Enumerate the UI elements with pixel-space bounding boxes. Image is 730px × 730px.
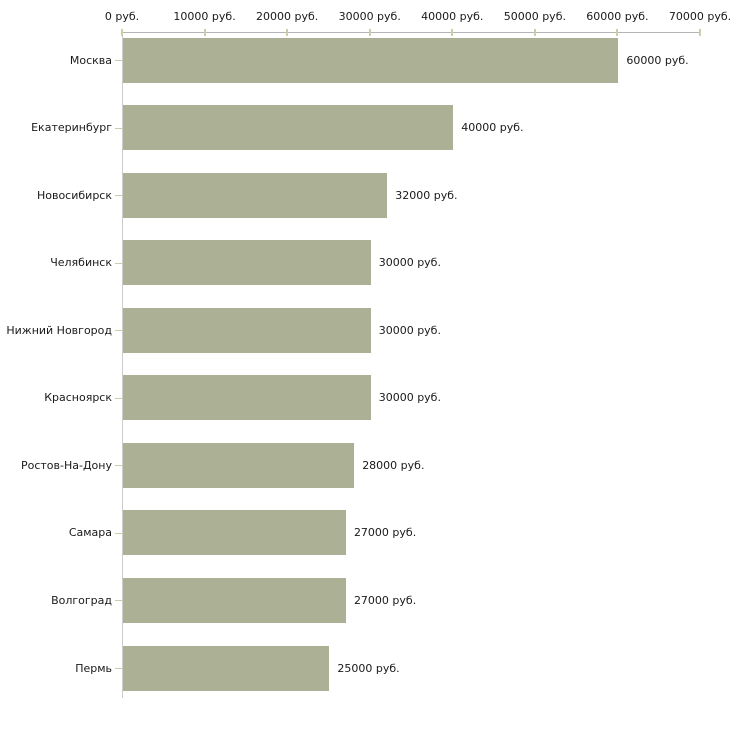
bar-row: Пермь 25000 руб. bbox=[0, 645, 730, 691]
value-label: 40000 руб. bbox=[461, 121, 524, 135]
bar-row: Ростов-На-Дону 28000 руб. bbox=[0, 442, 730, 488]
category-label: Екатеринбург bbox=[31, 121, 112, 135]
x-axis-tick bbox=[368, 29, 371, 36]
bar-row: Самара 27000 руб. bbox=[0, 510, 730, 556]
category-tick bbox=[115, 532, 122, 534]
value-label: 30000 руб. bbox=[378, 391, 441, 405]
value-label: 30000 руб. bbox=[378, 256, 441, 270]
category-label: Волгоград bbox=[51, 593, 112, 607]
x-axis-tick bbox=[121, 29, 123, 36]
category-label: Ростов-На-Дону bbox=[20, 458, 112, 472]
x-axis-line bbox=[122, 32, 700, 33]
x-axis-tick-label: 20000 руб. bbox=[256, 10, 319, 23]
bar-3 bbox=[123, 172, 388, 218]
value-label: 30000 руб. bbox=[378, 323, 441, 337]
x-axis-tick-label: 10000 руб. bbox=[173, 10, 236, 23]
value-label: 32000 руб. bbox=[395, 188, 458, 202]
category-tick bbox=[115, 397, 122, 399]
value-label: 27000 руб. bbox=[353, 526, 417, 540]
category-tick bbox=[115, 668, 122, 670]
x-axis-tick-label: 50000 руб. bbox=[503, 10, 566, 23]
category-label: Самара bbox=[68, 526, 112, 540]
bar-row: Екатеринбург 40000 руб. bbox=[0, 105, 730, 151]
bar-row: Волгоград 27000 руб. bbox=[0, 577, 730, 623]
bar-5 bbox=[123, 307, 371, 353]
x-axis-tick bbox=[451, 29, 454, 36]
x-axis-tick bbox=[533, 29, 536, 36]
y-axis-line bbox=[122, 32, 123, 698]
bar-6 bbox=[123, 375, 371, 421]
value-label: 28000 руб. bbox=[362, 458, 425, 472]
bar-row: Нижний Новгород 30000 руб. bbox=[0, 307, 730, 353]
bar-1 bbox=[123, 37, 619, 83]
bar-10 bbox=[123, 645, 330, 691]
category-label: Москва bbox=[69, 53, 112, 67]
category-tick bbox=[115, 195, 122, 197]
value-label: 27000 руб. bbox=[353, 593, 417, 607]
category-label: Нижний Новгород bbox=[6, 323, 112, 337]
category-tick bbox=[115, 600, 122, 602]
bar-2 bbox=[123, 105, 454, 151]
bar-row: Челябинск 30000 руб. bbox=[0, 240, 730, 286]
category-tick bbox=[115, 60, 122, 61]
x-axis-tick bbox=[616, 29, 619, 36]
bar-row: Новосибирск 32000 руб. bbox=[0, 172, 730, 218]
value-label: 25000 руб. bbox=[337, 661, 400, 675]
category-label: Новосибирск bbox=[36, 188, 112, 202]
bar-9 bbox=[123, 577, 346, 623]
x-axis-tick bbox=[699, 29, 701, 36]
category-label: Красноярск bbox=[44, 391, 112, 405]
bar-7 bbox=[123, 442, 355, 488]
category-tick bbox=[115, 330, 122, 332]
category-tick bbox=[115, 465, 122, 467]
x-axis-tick bbox=[203, 29, 206, 36]
category-label: Пермь bbox=[75, 661, 112, 675]
x-axis-tick-label: 60000 руб. bbox=[586, 10, 649, 23]
category-tick bbox=[115, 262, 122, 264]
category-tick bbox=[115, 127, 122, 129]
x-axis-tick-label: 0 руб. bbox=[104, 10, 140, 23]
bar-8 bbox=[123, 510, 346, 556]
x-axis-tick bbox=[286, 29, 289, 36]
x-axis-tick-label: 40000 руб. bbox=[421, 10, 484, 23]
category-label: Челябинск bbox=[50, 256, 112, 270]
value-label: 60000 руб. bbox=[626, 53, 689, 67]
x-axis-tick-label: 30000 руб. bbox=[338, 10, 401, 23]
bar-row: Красноярск 30000 руб. bbox=[0, 375, 730, 421]
bar-4 bbox=[123, 240, 371, 286]
bar-row: Москва 60000 руб. bbox=[0, 37, 730, 83]
x-axis-tick-label: 70000 руб. bbox=[668, 10, 730, 23]
